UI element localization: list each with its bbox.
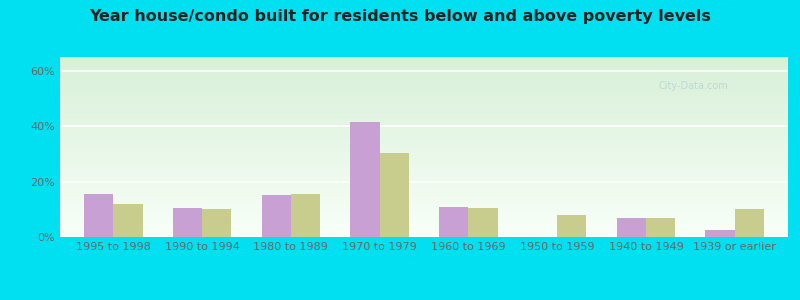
Bar (291, 194, 320, 237)
Bar (646, 218, 675, 237)
Bar (557, 215, 586, 237)
Bar (114, 204, 142, 237)
Text: City-Data.com: City-Data.com (658, 81, 728, 91)
Bar (84, 194, 114, 237)
Bar (734, 209, 764, 237)
Bar (173, 208, 202, 237)
Bar (706, 230, 734, 237)
Bar (202, 209, 231, 237)
Bar (380, 152, 409, 237)
Bar (350, 122, 380, 237)
Text: Year house/condo built for residents below and above poverty levels: Year house/condo built for residents bel… (89, 9, 711, 24)
Bar (439, 206, 468, 237)
Bar (617, 218, 646, 237)
Bar (262, 196, 291, 237)
Bar (468, 208, 498, 237)
